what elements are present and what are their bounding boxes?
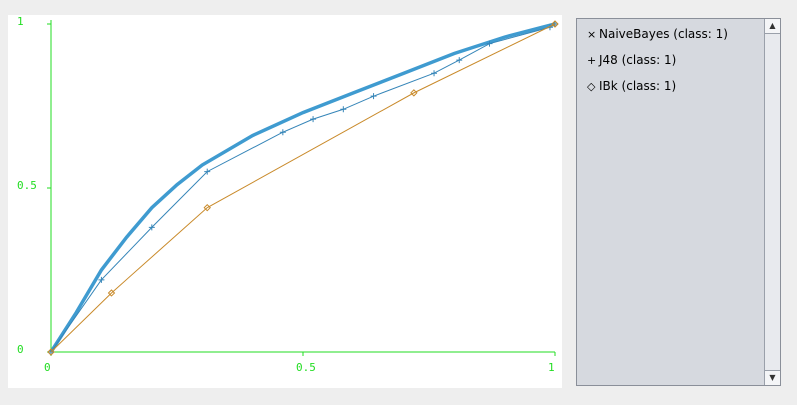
- point-marker: [486, 40, 493, 47]
- legend-symbol: +: [587, 54, 597, 67]
- legend-symbol: ◇: [587, 80, 596, 93]
- legend-entry: × NaiveBayes (class: 1): [587, 27, 728, 41]
- x-tick-label: 0: [44, 361, 51, 374]
- scrollbar[interactable]: ▲ ▼: [764, 19, 780, 385]
- point-marker: [310, 116, 317, 123]
- legend-symbol: ×: [587, 28, 597, 41]
- point-marker: [410, 89, 418, 97]
- legend-label: NaiveBayes (class: 1): [599, 27, 728, 41]
- point-marker: [203, 203, 211, 212]
- plot-panel: 0 0.5 1 0 0.5 1: [8, 15, 562, 388]
- point-marker: [279, 129, 286, 136]
- point-marker: [204, 168, 211, 175]
- point-marker: [148, 224, 155, 231]
- legend: ▲ ▼ × NaiveBayes (class: 1) + J48 (class: 1…: [576, 18, 781, 386]
- y-tick-label: 1: [17, 15, 24, 28]
- y-tick-label: 0: [17, 343, 24, 356]
- point-marker: [98, 276, 105, 283]
- point-marker: [107, 289, 116, 297]
- legend-label: IBk (class: 1): [599, 79, 677, 93]
- legend-entry: ◇ IBk (class: 1): [587, 79, 676, 93]
- plot-area: [8, 15, 562, 388]
- point-marker: [47, 348, 55, 356]
- point-marker: [370, 93, 377, 100]
- scroll-up[interactable]: ▲: [765, 19, 780, 34]
- x-tick-label: 0.5: [296, 361, 316, 374]
- legend-label: J48 (class: 1): [599, 53, 677, 67]
- legend-entry: + J48 (class: 1): [587, 53, 676, 67]
- roc-curve: [50, 23, 556, 353]
- x-tick-label: 1: [548, 361, 555, 374]
- point-marker: [340, 106, 347, 113]
- point-marker: [431, 70, 438, 77]
- y-tick-label: 0.5: [17, 179, 37, 192]
- scroll-down[interactable]: ▼: [765, 370, 780, 385]
- roc-curve: [49, 22, 556, 353]
- point-marker: [456, 57, 463, 64]
- point-marker: [551, 20, 559, 28]
